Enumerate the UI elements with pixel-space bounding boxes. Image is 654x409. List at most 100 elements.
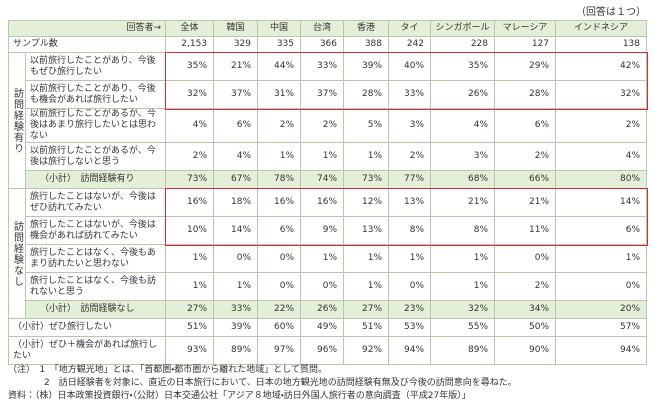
cell: 16% bbox=[300, 188, 345, 217]
cell: 2% bbox=[555, 108, 648, 143]
cell: 26% bbox=[300, 300, 345, 319]
cell: 366 bbox=[300, 36, 345, 53]
cell: 2% bbox=[165, 142, 215, 171]
cell: 33% bbox=[300, 52, 345, 81]
cell: 77% bbox=[388, 170, 432, 189]
cell: 29% bbox=[494, 52, 557, 81]
survey-table: 回答者→ 全体 韓国 中国 台湾 香港 タイ シンガポール マレーシア インドネシア サンプル数 2,… bbox=[7, 20, 648, 365]
cell: 1% bbox=[300, 244, 345, 273]
cell: 93% bbox=[165, 336, 215, 365]
cell: 0% bbox=[213, 244, 259, 273]
cell: 3% bbox=[430, 142, 496, 171]
answer-note: （回答は１つ） bbox=[576, 7, 646, 18]
row-label: サンプル数 bbox=[7, 36, 167, 53]
data-row: 旅行したことはないが、今後は機会があれば訪れてみたい 10% 14% 6% 9% 13% 8… bbox=[9, 216, 648, 245]
cell: 51% bbox=[165, 318, 215, 337]
cell: 242 bbox=[388, 36, 432, 53]
group-label: 訪問経験なし bbox=[8, 188, 26, 319]
cell: 2% bbox=[388, 142, 432, 171]
cell: 2% bbox=[494, 272, 557, 301]
cell: 32% bbox=[555, 80, 648, 109]
cell: 33% bbox=[388, 80, 432, 109]
cell: 329 bbox=[213, 36, 259, 53]
data-row: 旅行したことはなく、今後も訪れないと思う 1% 1% 0% 0% 1% 0% 1% 2% 0% bbox=[9, 272, 648, 301]
cell: 9% bbox=[300, 216, 345, 245]
cell: 138 bbox=[555, 36, 648, 53]
cell: 78% bbox=[257, 170, 302, 189]
column-header: シンガポール bbox=[430, 20, 496, 37]
cell: 57% bbox=[555, 318, 648, 337]
cell: 0% bbox=[555, 272, 648, 301]
cell: 53% bbox=[388, 318, 432, 337]
group-label: 訪問経験有り bbox=[8, 52, 26, 189]
cell: 0% bbox=[300, 272, 345, 301]
cell: 228 bbox=[430, 36, 496, 53]
column-header: インドネシア bbox=[555, 20, 648, 37]
cell: 2% bbox=[257, 108, 302, 143]
cell: 73% bbox=[343, 170, 390, 189]
column-header: 全体 bbox=[165, 20, 215, 37]
cell: 20% bbox=[555, 300, 648, 319]
data-row: 以前旅行したことがあるが、今後は旅行しないと思う 2% 4% 1% 1% 1% 2% 3% 2%… bbox=[9, 142, 648, 171]
cell: 40% bbox=[388, 52, 432, 81]
cell: 16% bbox=[165, 188, 215, 217]
header-label: 回答者→ bbox=[7, 20, 167, 37]
cell: 28% bbox=[494, 80, 557, 109]
total-row: （小計）ぜひ旅行したい 51% 39% 60% 49% 51% 53% 55% 50% 57% bbox=[7, 318, 648, 337]
notes: （注） 1 「地方観光地」とは、「首都圏・都市圏から離れた地域」として質問。 2… bbox=[8, 364, 517, 403]
column-header: 香港 bbox=[343, 20, 390, 37]
cell: 73% bbox=[165, 170, 215, 189]
cell: 55% bbox=[430, 318, 496, 337]
cell: 74% bbox=[300, 170, 345, 189]
column-header: タイ bbox=[388, 20, 432, 37]
cell: 0% bbox=[257, 244, 302, 273]
cell: 32% bbox=[165, 80, 215, 109]
cell: 388 bbox=[343, 36, 390, 53]
cell: 6% bbox=[555, 216, 648, 245]
cell: 4% bbox=[430, 108, 496, 143]
cell: 1% bbox=[257, 142, 302, 171]
cell: 35% bbox=[165, 52, 215, 81]
header-row: 回答者→ 全体 韓国 中国 台湾 香港 タイ シンガポール マレーシア インドネシア bbox=[7, 20, 648, 37]
note-line: （注） 1 「地方観光地」とは、「首都圏・都市圏から離れた地域」として質問。 bbox=[8, 365, 328, 375]
cell: 16% bbox=[257, 188, 302, 217]
cell: 21% bbox=[494, 188, 557, 217]
cell: 60% bbox=[257, 318, 302, 337]
cell: 26% bbox=[430, 80, 496, 109]
row-label: （小計） 訪問経験有り bbox=[24, 170, 167, 189]
cell: 1% bbox=[165, 244, 215, 273]
row-label: 以前旅行したことがあり、今後もぜひ旅行したい bbox=[24, 52, 167, 81]
cell: 33% bbox=[213, 300, 259, 319]
cell: 37% bbox=[213, 80, 259, 109]
cell: 18% bbox=[213, 188, 259, 217]
cell: 0% bbox=[388, 272, 432, 301]
cell: 2% bbox=[300, 108, 345, 143]
row-label: 旅行したことはないが、今後は機会があれば訪れてみたい bbox=[24, 216, 167, 245]
cell: 27% bbox=[165, 300, 215, 319]
cell: 90% bbox=[494, 336, 557, 365]
row-label: （小計）ぜひ旅行したい bbox=[7, 318, 167, 337]
subtotal-row: （小計） 訪問経験なし 27% 33% 22% 26% 27% 23% 32% 34% 20% bbox=[9, 300, 648, 319]
cell: 50% bbox=[494, 318, 557, 337]
cell: 1% bbox=[213, 272, 259, 301]
cell: 21% bbox=[430, 188, 496, 217]
row-label: 旅行したことはないが、今後はぜひ訪れてみたい bbox=[24, 188, 167, 217]
note-line: 資料：（株）日本政策投資銀行・（公財）日本交通公社「アジア８地域・訪日外国人旅行… bbox=[8, 391, 471, 401]
cell: 12% bbox=[343, 188, 390, 217]
cell: 6% bbox=[257, 216, 302, 245]
cell: 4% bbox=[555, 142, 648, 171]
data-row: 旅行したことはなく、今後もあまり訪れたいと思わない 1% 0% 0% 1% 1% 1% 1% 0… bbox=[9, 244, 648, 273]
cell: 51% bbox=[343, 318, 390, 337]
cell: 13% bbox=[343, 216, 390, 245]
cell: 14% bbox=[213, 216, 259, 245]
cell: 4% bbox=[165, 108, 215, 143]
cell: 11% bbox=[494, 216, 557, 245]
cell: 68% bbox=[430, 170, 496, 189]
row-label: 旅行したことはなく、今後も訪れないと思う bbox=[24, 272, 167, 301]
sample-row: サンプル数 2,153 329 335 366 388 242 228 127 138 bbox=[7, 36, 648, 53]
cell: 8% bbox=[388, 216, 432, 245]
cell: 1% bbox=[430, 272, 496, 301]
cell: 96% bbox=[300, 336, 345, 365]
cell: 39% bbox=[213, 318, 259, 337]
cell: 1% bbox=[343, 272, 390, 301]
